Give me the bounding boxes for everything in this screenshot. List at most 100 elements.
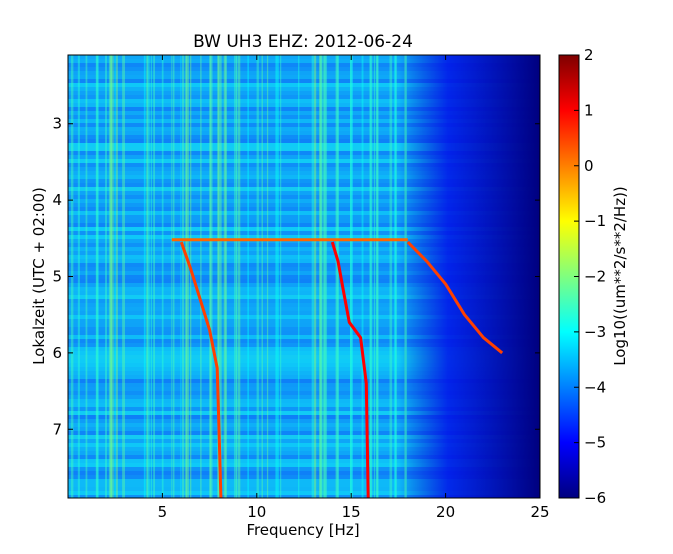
background-column xyxy=(235,55,237,498)
background-row xyxy=(68,283,540,287)
background-row xyxy=(68,395,540,399)
high-track xyxy=(406,241,504,355)
background-row xyxy=(68,371,540,375)
y-tick-label: 6 xyxy=(52,344,62,362)
background-row xyxy=(68,427,540,431)
background-row xyxy=(68,407,540,411)
background-row xyxy=(68,307,540,311)
background-row xyxy=(68,99,540,103)
background-column xyxy=(116,55,118,498)
mid-track xyxy=(330,241,370,498)
background-column xyxy=(235,55,237,498)
background-row xyxy=(68,255,540,259)
background-column xyxy=(110,55,112,498)
background-row xyxy=(68,127,540,131)
background-column xyxy=(298,55,300,498)
background-column xyxy=(96,55,98,498)
x-tick-label: 15 xyxy=(342,503,361,521)
background-row xyxy=(68,419,540,423)
background-row xyxy=(68,351,540,355)
background-column xyxy=(217,55,220,498)
background-row xyxy=(68,323,540,327)
background-row xyxy=(68,171,540,175)
background-column xyxy=(114,55,116,498)
background-row xyxy=(68,131,540,135)
background-column xyxy=(143,55,146,498)
background-row xyxy=(68,439,540,443)
background-row xyxy=(68,151,540,155)
background-row xyxy=(68,191,540,195)
background-column xyxy=(161,55,164,498)
background-row xyxy=(68,139,540,143)
background-column xyxy=(108,55,112,498)
background-row xyxy=(68,331,540,335)
chart-title: BW UH3 EHZ: 2012-06-24 xyxy=(193,32,413,52)
background-row xyxy=(68,267,540,271)
background-row xyxy=(68,175,540,179)
background-row xyxy=(68,135,540,139)
background-row xyxy=(68,451,540,455)
background-column xyxy=(185,55,187,498)
background-row xyxy=(68,215,540,219)
background-column xyxy=(335,55,339,498)
background-row xyxy=(68,435,540,439)
background-column xyxy=(247,55,249,498)
background-row xyxy=(68,299,540,303)
background-column xyxy=(153,55,155,498)
background-row xyxy=(68,79,540,83)
background-row xyxy=(68,391,540,395)
background-row xyxy=(68,463,540,467)
colorbar-label: Log10((um**2/s**2/Hz)) xyxy=(611,186,629,366)
background-column xyxy=(336,55,339,498)
background-row xyxy=(68,303,540,307)
background-row xyxy=(68,87,540,91)
x-tick-label: 25 xyxy=(530,503,549,521)
colorbar-tick-label: −3 xyxy=(584,323,606,341)
background-column xyxy=(275,55,278,498)
background-row xyxy=(68,387,540,391)
x-tick-label: 20 xyxy=(436,503,455,521)
colorbar-tick-label: −6 xyxy=(584,489,606,507)
background-row xyxy=(68,415,540,419)
background-row xyxy=(68,71,540,75)
background-row xyxy=(68,103,540,107)
background-row xyxy=(68,211,540,215)
background-column xyxy=(375,55,378,498)
background-column xyxy=(97,55,99,498)
background-column xyxy=(350,55,352,498)
background-column xyxy=(369,55,373,498)
colorbar-tick-label: 2 xyxy=(584,46,594,64)
background-row xyxy=(68,291,540,295)
colorbar: 2 1 0 −1 −2 −3 −4 −5 −6 Log10((um**2/s**2/Hz)) xyxy=(558,46,629,507)
background-row xyxy=(68,479,540,483)
background-column xyxy=(350,55,352,498)
background-column xyxy=(172,55,175,498)
background-row xyxy=(68,247,540,251)
background-column xyxy=(323,55,326,498)
background-column xyxy=(150,55,152,498)
background-row xyxy=(68,119,540,123)
background-row xyxy=(68,359,540,363)
background-row xyxy=(68,155,540,159)
background-row xyxy=(68,55,540,59)
colorbar-tick-label: 0 xyxy=(584,157,594,175)
background-row xyxy=(68,179,540,183)
background-row xyxy=(68,199,540,203)
background-column xyxy=(225,55,227,498)
colorbar-tick-label: −1 xyxy=(584,212,606,230)
background-row xyxy=(68,243,540,247)
background-row xyxy=(68,411,540,415)
background-row xyxy=(68,235,540,239)
x-tick-label: 5 xyxy=(158,503,168,521)
background-row xyxy=(68,399,540,403)
background-row xyxy=(68,167,540,171)
y-axis-ticks: 3 4 5 6 7 xyxy=(52,115,540,438)
background-column xyxy=(182,55,185,498)
y-tick-label: 3 xyxy=(52,115,62,133)
background-row xyxy=(68,187,540,191)
background-row xyxy=(68,207,540,211)
background-column xyxy=(217,55,219,498)
background-row xyxy=(68,123,540,127)
background-row xyxy=(68,107,540,111)
